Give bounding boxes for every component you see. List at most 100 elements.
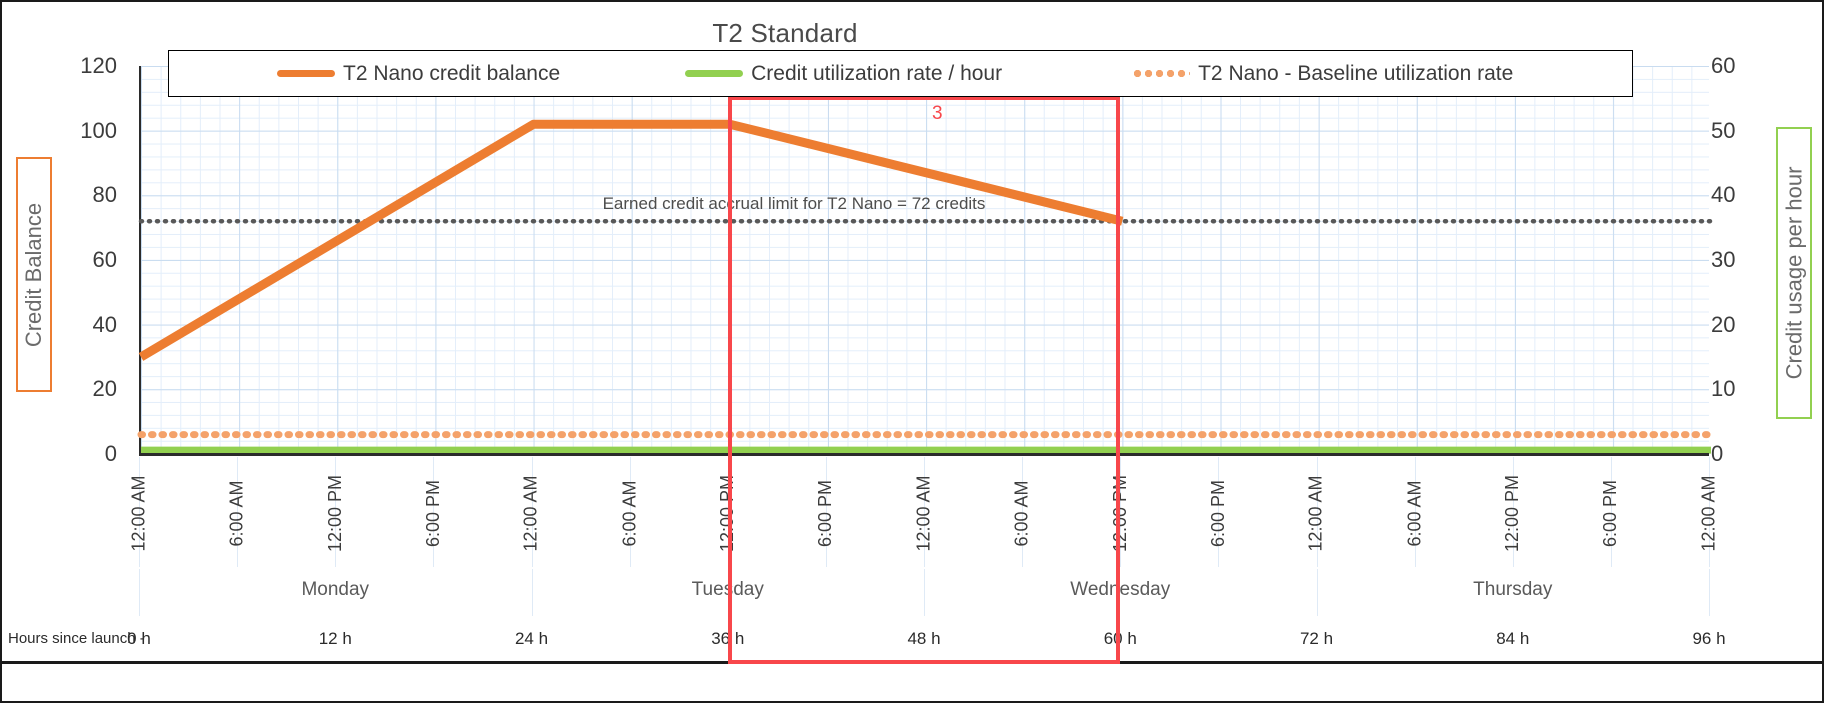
x-tick-gridline: [1316, 457, 1318, 567]
x-tick-gridline: [825, 457, 827, 567]
x-axis-tick-text: 12:00 AM: [1306, 475, 1326, 552]
x-tick-gridline: [1022, 457, 1024, 567]
day-separator: [531, 569, 533, 616]
x-axis-tick-text: 12:00 PM: [717, 474, 738, 553]
x-tick-gridline: [1610, 457, 1612, 567]
x-axis-tick-label: 12:00 PM: [717, 457, 739, 567]
x-axis-tick-text: 12:00 PM: [1502, 474, 1523, 553]
legend-label: T2 Nano credit balance: [343, 61, 561, 85]
chart-title-text: T2 Standard: [712, 18, 858, 48]
x-axis-tick-label: 12:00 PM: [1502, 457, 1524, 567]
hours-since-launch-label: 0 h: [127, 629, 151, 648]
day-separator: [139, 569, 140, 616]
hours-since-launch-label: 12 h: [318, 629, 352, 648]
day-separator: [1709, 569, 1710, 616]
x-axis-tick-text: 6:00 PM: [1600, 479, 1621, 548]
legend-item-credit-balance[interactable]: T2 Nano credit balance: [277, 62, 560, 86]
series-lines: [137, 119, 1715, 454]
x-axis-tick-label: 12:00 AM: [1306, 457, 1328, 567]
x-axis-tick-text: 12:00 PM: [1109, 474, 1130, 553]
x-tick-gridline: [1120, 457, 1122, 567]
x-axis-tick-label: 12:00 AM: [913, 457, 935, 567]
day-label: Thursday: [1473, 579, 1553, 600]
x-axis-tick-text: 6:00 AM: [226, 480, 247, 547]
x-axis-tick-label: 6:00 AM: [1011, 457, 1033, 567]
x-tick-gridline: [1218, 457, 1220, 567]
x-axis-tick-text: 12:00 PM: [324, 474, 345, 553]
y-axis-left-tick: 80: [92, 182, 117, 208]
x-axis-line: [139, 453, 1709, 456]
day-band: Monday Tuesday Wednesday Thursday: [2, 569, 1824, 616]
plot-area: [137, 66, 1715, 454]
hours-since-launch-label: 48 h: [907, 629, 941, 648]
hours-since-launch-caption: Hours since launch -: [8, 630, 145, 647]
x-axis-tick-label: 6:00 AM: [226, 457, 248, 567]
x-axis-tick-label: 12:00 AM: [521, 457, 543, 567]
day-label: Tuesday: [691, 579, 764, 600]
x-tick-gridline: [1414, 457, 1416, 567]
x-axis-tick-label: 12:00 AM: [128, 457, 150, 567]
day-label: Wednesday: [1070, 579, 1171, 600]
chart-title: T2 Standard: [2, 18, 1824, 49]
x-axis-tick-label: 12:00 PM: [1109, 457, 1131, 567]
x-axis-tick-label: 6:00 PM: [1600, 457, 1622, 567]
y-axis-left-tick: 100: [80, 117, 117, 143]
y-axis-left-tick: 120: [80, 53, 117, 78]
x-axis-tick-text: 6:00 AM: [1404, 480, 1425, 547]
legend-label: T2 Nano - Baseline utilization rate: [1198, 61, 1514, 85]
y-axis-right-tick: 30: [1711, 247, 1736, 272]
hours-since-launch-label: 96 h: [1692, 629, 1726, 648]
x-axis-tick-label: 6:00 AM: [619, 457, 641, 567]
x-axis-tick-text: 12:00 AM: [521, 475, 541, 552]
legend-item-utilization-rate[interactable]: Credit utilization rate / hour: [685, 62, 1002, 86]
x-axis-tick-label: 12:00 PM: [324, 457, 346, 567]
x-tick-gridline: [531, 457, 533, 567]
legend-swatch-line-icon: [277, 70, 335, 77]
credit-balance-line: [138, 119, 1124, 361]
x-tick-gridline: [335, 457, 337, 567]
legend-swatch-dotted-icon: [1132, 70, 1191, 77]
x-axis-tick-label: 6:00 PM: [815, 457, 837, 567]
x-axis-tick-text: 12:00 AM: [913, 475, 934, 552]
x-tick-gridline: [139, 457, 140, 567]
x-axis-tick-text: 6:00 AM: [619, 480, 640, 547]
x-axis-tick-text: 6:00 AM: [1011, 480, 1032, 547]
y-axis-right-tick: 60: [1711, 53, 1736, 78]
callout-number-label: 3: [932, 103, 943, 124]
grid-lines: [141, 66, 1709, 454]
x-axis-tick-text: 6:00 PM: [1207, 479, 1228, 548]
y-axis-right-tick: 10: [1711, 376, 1736, 402]
hours-since-launch-label: 24 h: [514, 629, 549, 648]
y-axis-right-tick: 40: [1711, 182, 1736, 208]
accrual-limit-annotation: Earned credit accrual limit for T2 Nano …: [602, 194, 986, 214]
x-tick-gridline: [1709, 457, 1710, 567]
x-axis-tick-text: 12:00 AM: [128, 475, 149, 552]
x-tick-gridline: [433, 457, 435, 567]
y-axis-left-tick: 0: [104, 441, 117, 466]
y-axis-left-tick: 20: [92, 376, 117, 402]
hours-since-launch-label: 60 h: [1103, 629, 1137, 648]
x-axis-tick-text: 6:00 PM: [815, 479, 836, 548]
x-tick-gridline: [1512, 457, 1514, 567]
x-tick-gridline: [629, 457, 631, 567]
x-axis-tick-label: 12:00 AM: [1698, 457, 1720, 567]
day-label: Monday: [301, 579, 370, 600]
y-axis-left-label: Credit Balance: [16, 157, 52, 392]
legend-label: Credit utilization rate / hour: [751, 61, 1003, 85]
x-tick-gridline: [924, 457, 925, 567]
hours-band: Hours since launch - 0 h 12 h 24 h 36 h 48 h…: [2, 616, 1824, 664]
y-axis-left-tick: 40: [92, 311, 117, 337]
y-axis-right-tick: 50: [1711, 117, 1736, 143]
x-axis-tick-text: 6:00 PM: [422, 479, 443, 548]
y-axis-right-label: Credit usage per hour: [1776, 127, 1812, 419]
x-axis-tick-label: 6:00 PM: [422, 457, 444, 567]
x-axis-tick-label: 6:00 AM: [1404, 457, 1426, 567]
day-separator: [924, 569, 925, 616]
x-axis-tick-text: 12:00 AM: [1698, 475, 1719, 552]
x-axis-tick-label: 6:00 PM: [1207, 457, 1229, 567]
y-axis-left-tick: 60: [92, 247, 117, 272]
x-tick-gridline: [237, 457, 239, 567]
legend-item-baseline-rate[interactable]: T2 Nano - Baseline utilization rate: [1132, 62, 1513, 86]
hours-since-launch-label: 72 h: [1299, 629, 1334, 648]
